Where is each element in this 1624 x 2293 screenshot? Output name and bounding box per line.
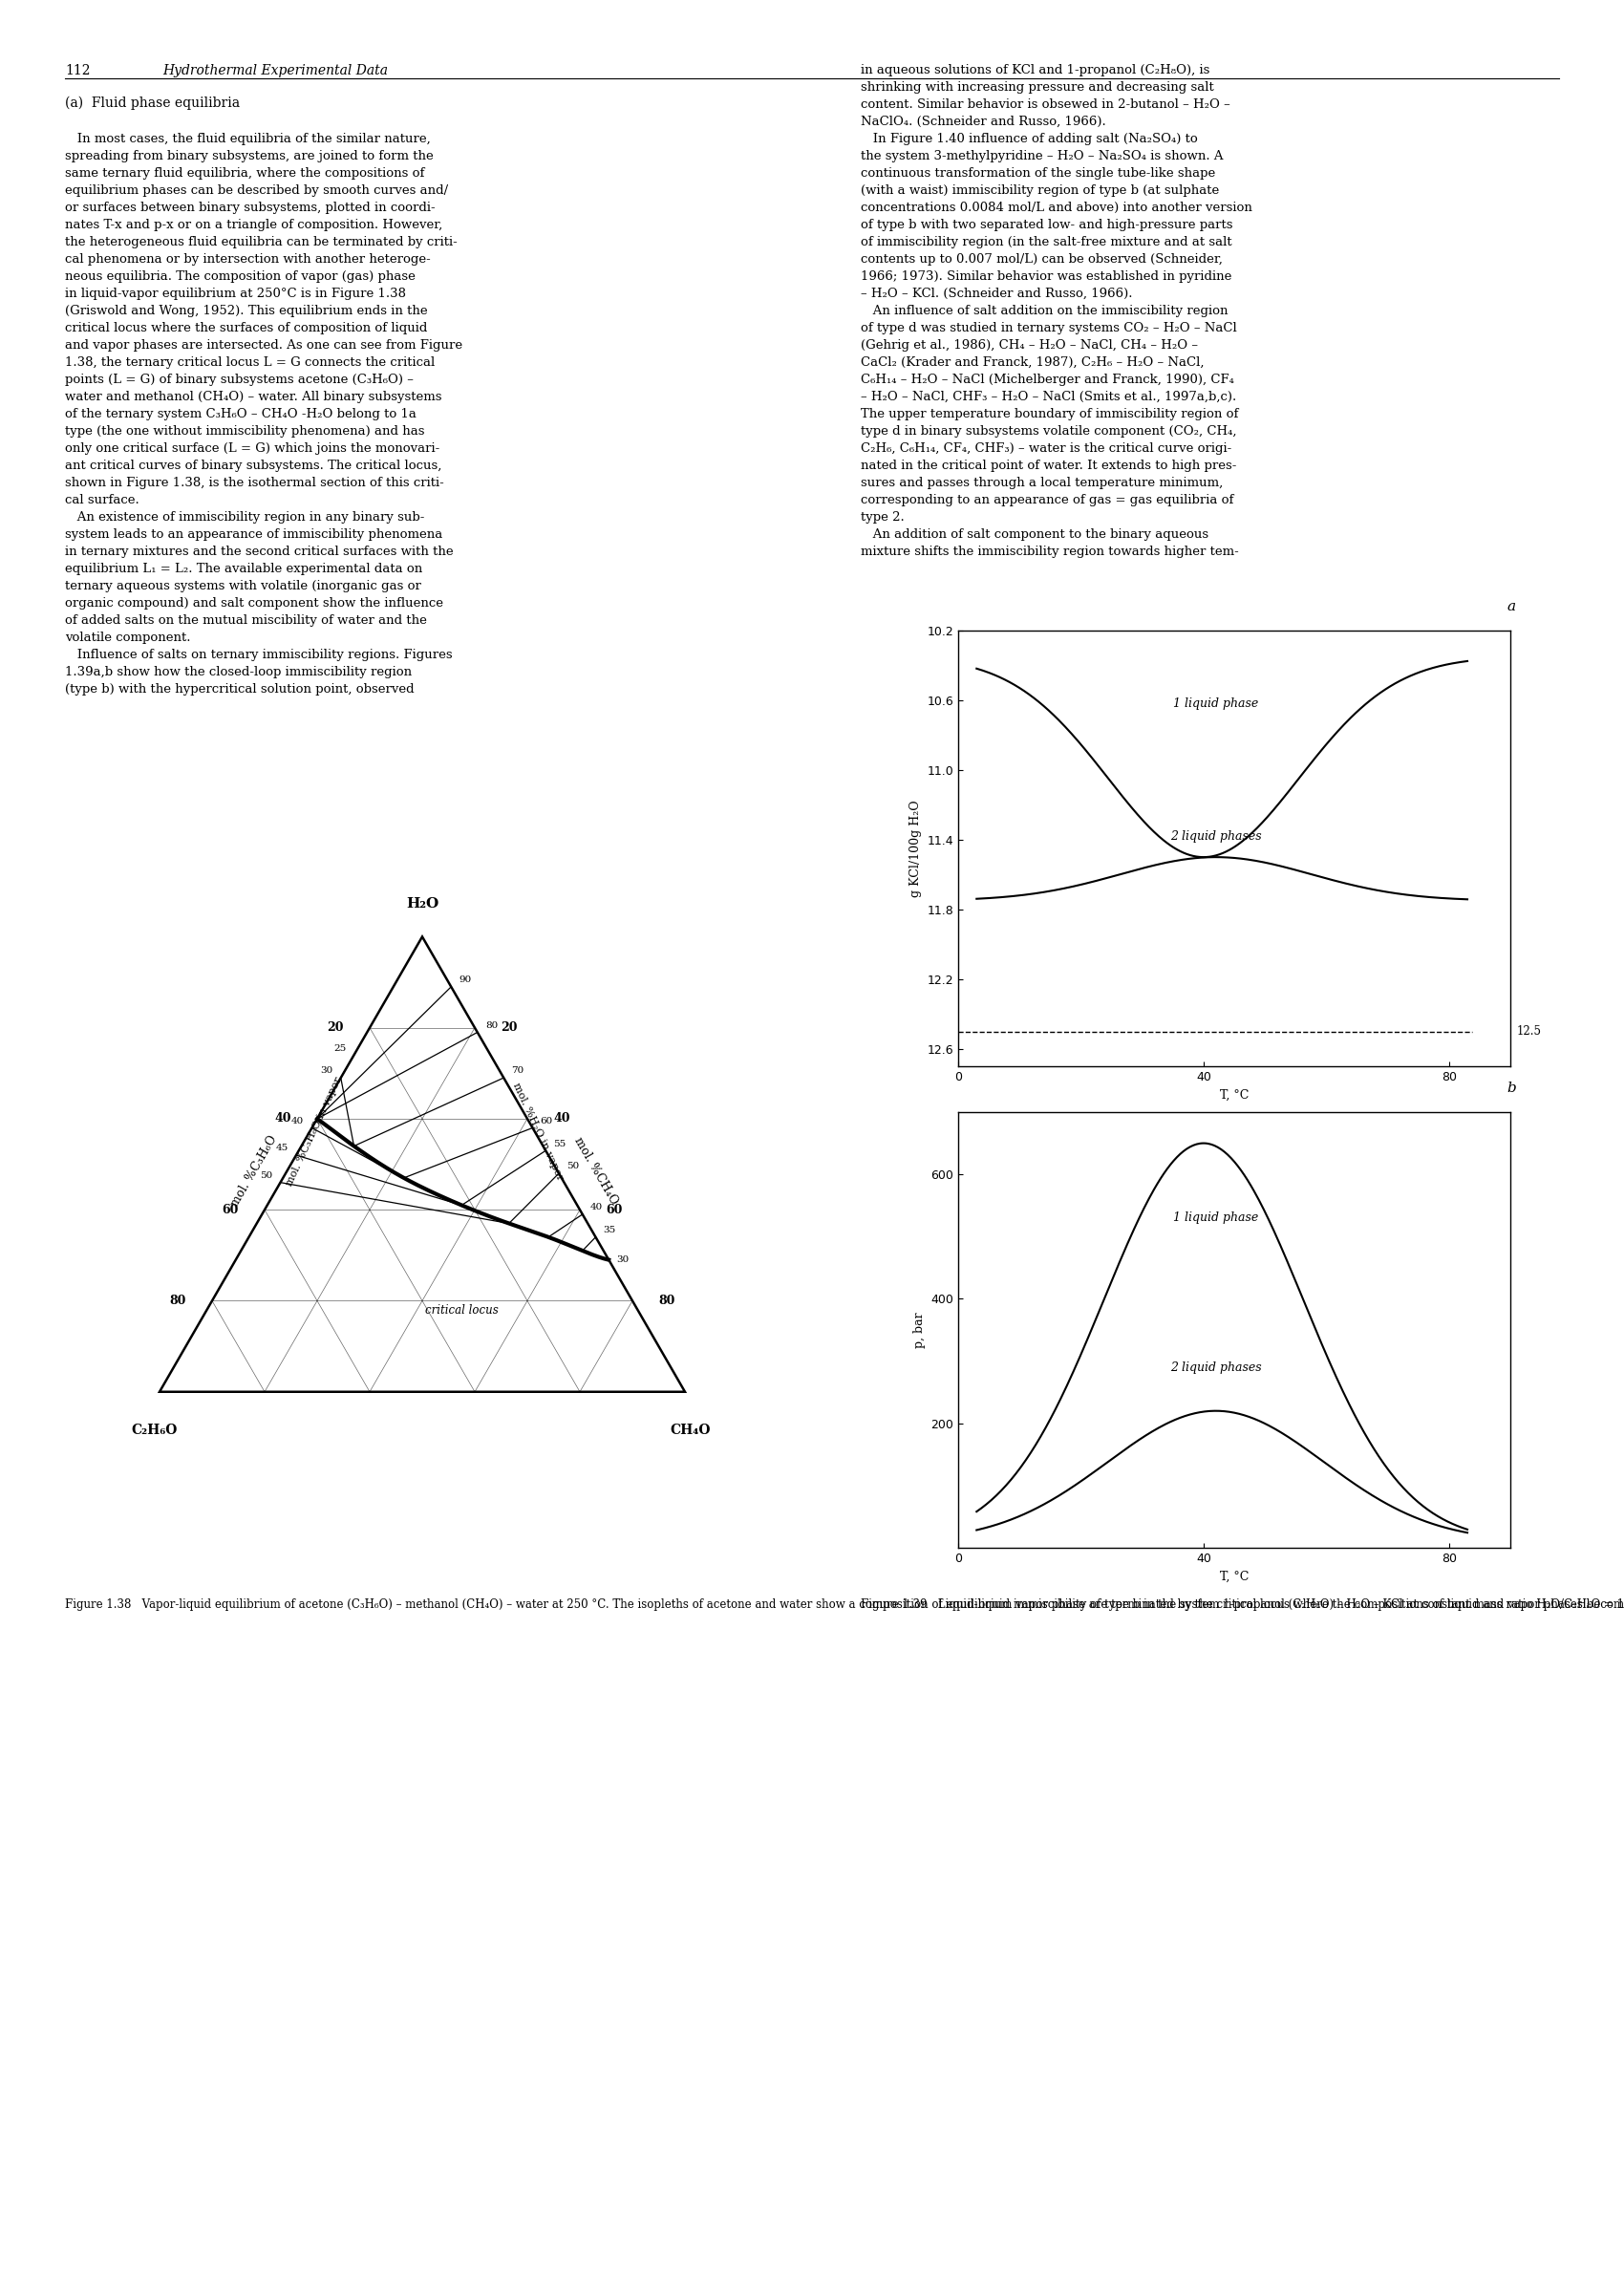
Text: 20: 20 bbox=[502, 1020, 518, 1034]
Text: 40: 40 bbox=[274, 1112, 291, 1126]
Text: mol. %H₂O in vapor: mol. %H₂O in vapor bbox=[512, 1082, 565, 1181]
Text: 112: 112 bbox=[65, 64, 91, 78]
Text: 60: 60 bbox=[222, 1204, 239, 1215]
Text: 1 liquid phase: 1 liquid phase bbox=[1173, 1211, 1259, 1224]
Text: b: b bbox=[1507, 1082, 1515, 1094]
Text: 55: 55 bbox=[554, 1140, 567, 1149]
Text: mol. %C₃H₆O: mol. %C₃H₆O bbox=[229, 1133, 279, 1208]
Text: 40: 40 bbox=[591, 1204, 603, 1211]
Text: 30: 30 bbox=[617, 1257, 628, 1263]
Text: 1 liquid phase: 1 liquid phase bbox=[1173, 697, 1259, 711]
Text: CH₄O: CH₄O bbox=[669, 1424, 710, 1438]
Y-axis label: p, bar: p, bar bbox=[913, 1312, 926, 1348]
Text: 60: 60 bbox=[541, 1117, 554, 1126]
Y-axis label: g KCl/100g H₂O: g KCl/100g H₂O bbox=[909, 800, 922, 897]
Text: In most cases, the fluid equilibria of the similar nature,
spreading from binary: In most cases, the fluid equilibria of t… bbox=[65, 133, 463, 695]
Text: 2 liquid phases: 2 liquid phases bbox=[1171, 830, 1262, 842]
Text: 70: 70 bbox=[512, 1066, 525, 1075]
Text: 20: 20 bbox=[326, 1020, 343, 1034]
Text: 40: 40 bbox=[554, 1112, 570, 1126]
Text: 2 liquid phases: 2 liquid phases bbox=[1171, 1362, 1262, 1374]
Text: 25: 25 bbox=[333, 1043, 346, 1052]
Text: mol. %CH₄O: mol. %CH₄O bbox=[572, 1135, 620, 1206]
X-axis label: T, °C: T, °C bbox=[1220, 1571, 1249, 1582]
Text: 80: 80 bbox=[169, 1296, 185, 1307]
Text: H₂O: H₂O bbox=[406, 897, 438, 910]
Text: 80: 80 bbox=[659, 1296, 676, 1307]
Text: Hydrothermal Experimental Data: Hydrothermal Experimental Data bbox=[162, 64, 388, 78]
Text: 60: 60 bbox=[606, 1204, 622, 1215]
Text: 80: 80 bbox=[486, 1020, 499, 1030]
Text: 50: 50 bbox=[260, 1172, 273, 1181]
Text: 45: 45 bbox=[276, 1144, 289, 1153]
Text: 35: 35 bbox=[604, 1227, 615, 1234]
Text: 40: 40 bbox=[291, 1117, 304, 1126]
Text: (a)  Fluid phase equilibria: (a) Fluid phase equilibria bbox=[65, 96, 240, 110]
Text: 30: 30 bbox=[320, 1066, 333, 1075]
Text: a: a bbox=[1507, 601, 1515, 612]
Text: mol. %C₃H₆O in vapor: mol. %C₃H₆O in vapor bbox=[286, 1075, 344, 1188]
Text: Figure 1.38   Vapor-liquid equilibrium of acetone (C₃H₆O) – methanol (CH₄O) – wa: Figure 1.38 Vapor-liquid equilibrium of … bbox=[65, 1598, 1624, 1610]
X-axis label: T, °C: T, °C bbox=[1220, 1089, 1249, 1101]
Text: 50: 50 bbox=[567, 1163, 580, 1172]
Text: C₂H₆O: C₂H₆O bbox=[132, 1424, 177, 1438]
Text: Figure 1.39   Liquid-liquid immiscibility of type b in the system 1-propanol (C₂: Figure 1.39 Liquid-liquid immiscibility … bbox=[861, 1598, 1624, 1610]
Text: critical locus: critical locus bbox=[425, 1305, 499, 1316]
Text: in aqueous solutions of KCl and 1-propanol (C₂H₈O), is
shrinking with increasing: in aqueous solutions of KCl and 1-propan… bbox=[861, 64, 1252, 557]
Text: 90: 90 bbox=[460, 975, 471, 984]
Text: 12.5: 12.5 bbox=[1517, 1025, 1541, 1039]
